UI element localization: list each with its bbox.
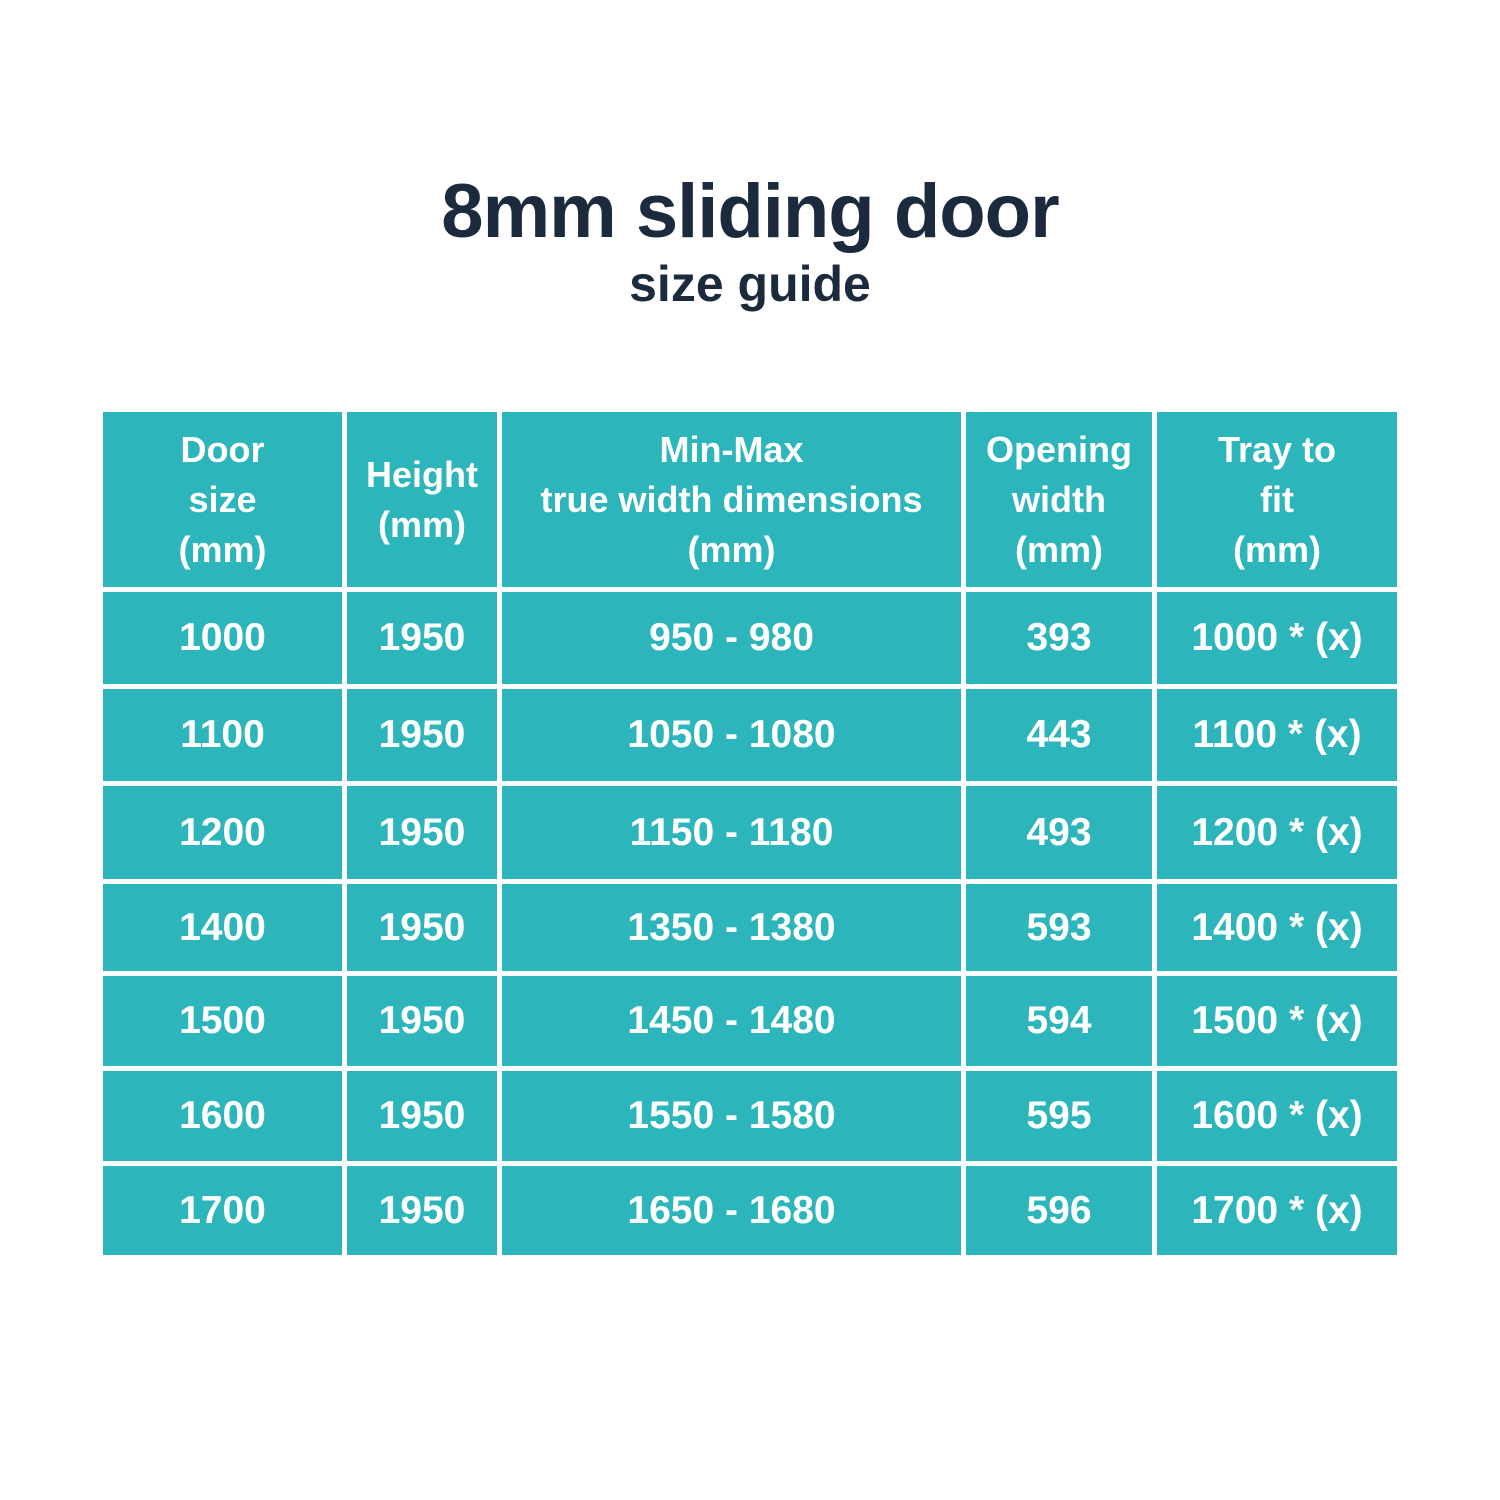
table-cell: 1700 [103,1166,342,1255]
table-cell: 596 [966,1166,1152,1255]
table-cell: 1950 [347,592,497,684]
column-header: Door size (mm) [103,412,342,587]
table-cell: 593 [966,884,1152,971]
table-cell: 1400 [103,884,342,971]
table-cell: 1600 [103,1071,342,1161]
table-cell: 1050 - 1080 [502,689,961,781]
table-cell: 1000 * (x) [1157,592,1397,684]
table-cell: 1500 [103,976,342,1066]
column-header: Tray to fit (mm) [1157,412,1397,587]
table-cell: 950 - 980 [502,592,961,684]
column-header: Opening width (mm) [966,412,1152,587]
table-cell: 1450 - 1480 [502,976,961,1066]
table-cell: 1950 [347,1166,497,1255]
table-cell: 1950 [347,689,497,781]
table-cell: 1950 [347,786,497,879]
table-cell: 1100 [103,689,342,781]
table-cell: 1700 * (x) [1157,1166,1397,1255]
table-cell: 443 [966,689,1152,781]
table-cell: 1500 * (x) [1157,976,1397,1066]
table-cell: 393 [966,592,1152,684]
table-cell: 1650 - 1680 [502,1166,961,1255]
table-cell: 1100 * (x) [1157,689,1397,781]
column-header: Height (mm) [347,412,497,587]
table-cell: 1950 [347,1071,497,1161]
column-header: Min-Max true width dimensions (mm) [502,412,961,587]
table-cell: 1000 [103,592,342,684]
page-title: 8mm sliding door [441,169,1059,254]
table-cell: 1400 * (x) [1157,884,1397,971]
table-cell: 1200 * (x) [1157,786,1397,879]
table-cell: 493 [966,786,1152,879]
page-subtitle: size guide [629,256,871,312]
table-cell: 1550 - 1580 [502,1071,961,1161]
table-cell: 1350 - 1380 [502,884,961,971]
size-guide-table: Door size (mm) Height (mm) Min-Max true wi… [103,412,1397,1255]
table-cell: 1950 [347,976,497,1066]
table-cell: 1950 [347,884,497,971]
table-cell: 595 [966,1071,1152,1161]
table-cell: 1200 [103,786,342,879]
table-cell: 1600 * (x) [1157,1071,1397,1161]
table-cell: 594 [966,976,1152,1066]
table-cell: 1150 - 1180 [502,786,961,879]
